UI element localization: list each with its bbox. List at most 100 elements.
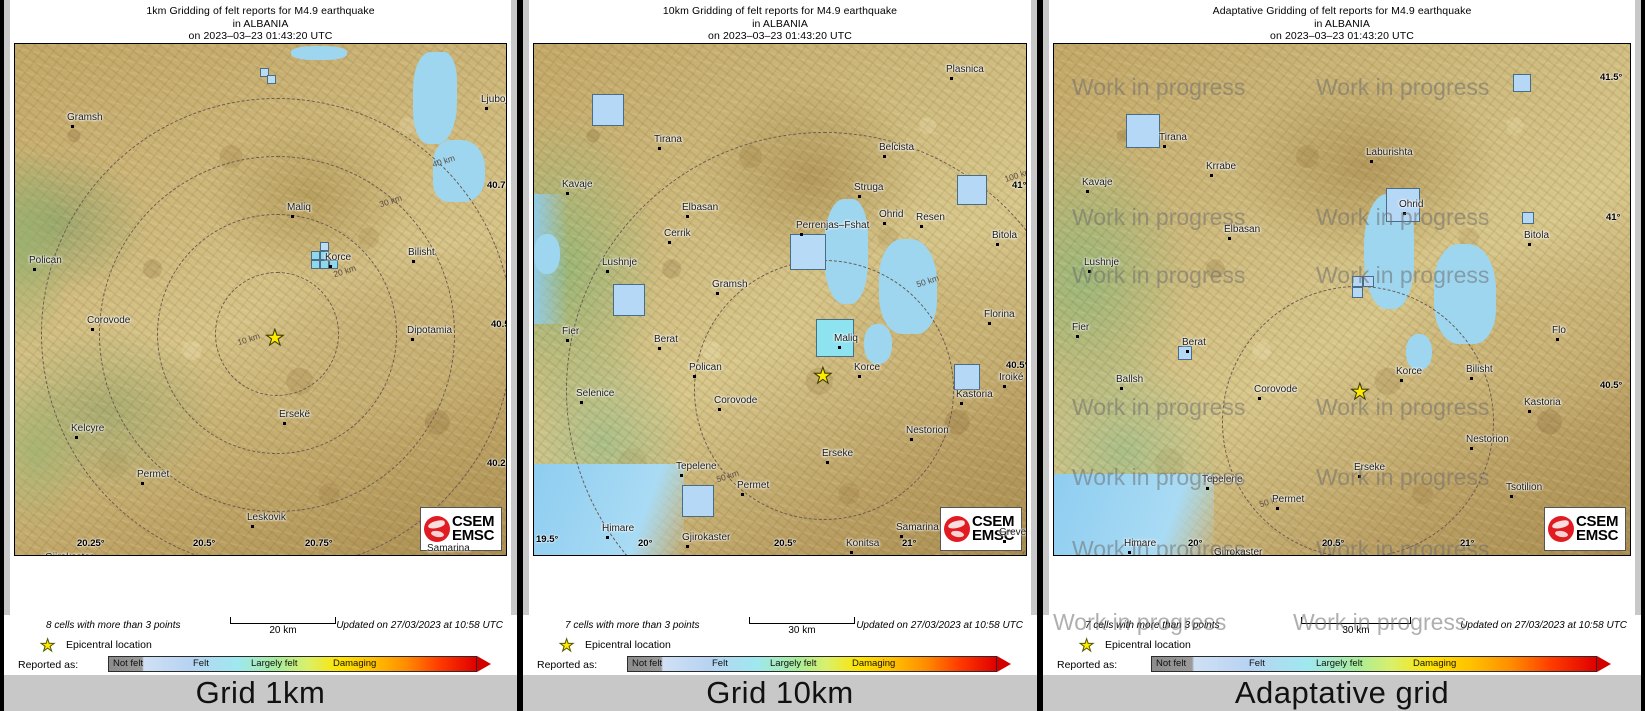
title-line-2: in ALBANIA (1314, 17, 1370, 30)
lon-tick-label: 20.5° (1322, 537, 1345, 549)
map-canvas[interactable]: 10 km 20 km 30 km 40 km ★ 40.75° 40.5° 4… (14, 42, 507, 556)
legend-stop-damaging: Damaging (852, 658, 896, 669)
title-line-3: on 2023–03–23 01:43:20 UTC (188, 30, 333, 42)
csem-emsc-logo: CSEM EMSC (420, 506, 502, 551)
city-label: Kavaje (1082, 176, 1113, 188)
report-cell[interactable] (816, 318, 854, 357)
csem-emsc-logo: CSEM EMSC (940, 506, 1022, 551)
title-line-3: on 2023–03–23 01:43:20 UTC (708, 30, 852, 42)
report-cell[interactable] (311, 250, 320, 260)
city-label: Berat (654, 333, 678, 345)
figure-title: 10km Gridding of felt reports for M4.9 e… (529, 0, 1031, 43)
city-label: Gjirokaster (45, 552, 93, 555)
report-cell[interactable] (790, 233, 826, 270)
report-cell[interactable] (1513, 73, 1531, 92)
city-marker-dot (1556, 337, 1559, 341)
figure-footer: 8 cells with more than 3 points 20 km Up… (4, 615, 517, 675)
legend-stop-felt: Felt (712, 658, 728, 669)
title-line-1: 1km Gridding of felt reports for M4.9 ea… (146, 5, 375, 17)
panel-caption: Grid 1km (4, 675, 517, 711)
city-label: Nestorion (906, 424, 949, 436)
epicenter-star: ★ (813, 362, 834, 388)
lat-tick-label: 40.25° (487, 457, 506, 469)
city-marker-dot (75, 435, 78, 439)
title-line-3: on 2023–03–23 01:43:20 UTC (1270, 30, 1414, 42)
report-cell[interactable] (957, 174, 987, 205)
distance-ring-50km (1222, 285, 1494, 555)
report-cell[interactable] (329, 259, 338, 269)
report-cell[interactable] (267, 74, 276, 84)
report-cell[interactable] (1363, 275, 1374, 287)
city-marker-dot (485, 106, 488, 110)
city-label: Polican (29, 254, 62, 266)
city-label: Kastoria (956, 388, 993, 400)
lon-tick-label: 21° (1460, 537, 1475, 549)
city-marker-dot (251, 524, 254, 528)
report-cell[interactable] (1352, 275, 1363, 287)
city-marker-dot (716, 291, 719, 295)
report-cell[interactable] (320, 259, 329, 269)
city-marker-dot (1120, 386, 1123, 390)
city-marker-dot (686, 214, 689, 218)
epicentral-location-label: Epicentral location (585, 639, 671, 651)
figure-footer: 7 cells with more than 3 points 30 km Up… (523, 615, 1037, 675)
city-label: Maliq (287, 201, 311, 213)
city-label: Belcista (879, 141, 915, 153)
city-marker-dot (1228, 236, 1231, 240)
report-cell[interactable] (1352, 286, 1363, 298)
report-cell[interactable] (311, 259, 320, 269)
map-canvas[interactable]: 50 km 100 km 50 km ★ 41° 40.5° 19.5° 20°… (533, 42, 1027, 556)
intensity-colorbar[interactable]: Not felt Felt Largely felt Damaging (627, 656, 1011, 672)
report-cell[interactable] (320, 241, 329, 251)
report-cell[interactable] (1386, 187, 1420, 222)
city-label: Tepelene (1202, 473, 1243, 485)
city-marker-dot (883, 221, 886, 225)
report-cell[interactable] (682, 484, 714, 517)
city-marker-dot (800, 232, 803, 236)
report-cell[interactable] (320, 250, 329, 260)
city-marker-dot (850, 550, 853, 554)
report-cell[interactable] (1178, 345, 1192, 360)
city-label: Ohrid (879, 208, 904, 220)
lon-tick-label: 20° (638, 537, 653, 549)
report-cell[interactable] (1126, 113, 1160, 148)
city-marker-dot (283, 421, 286, 425)
city-marker-dot (411, 337, 414, 341)
city-label: Corovode (87, 314, 131, 326)
city-marker-dot (291, 214, 294, 218)
city-label: Selenice (576, 387, 615, 399)
intensity-colorbar[interactable]: Not felt Felt Largely felt Damaging (108, 656, 491, 672)
city-label: Korce (1396, 365, 1423, 377)
city-label: Flo (1552, 324, 1566, 336)
city-label: Erseke (1354, 461, 1386, 473)
city-marker-dot (1528, 409, 1531, 413)
report-cell[interactable] (954, 363, 980, 390)
panel-caption-text: Grid 1km (195, 675, 326, 710)
report-cell[interactable] (613, 283, 645, 316)
city-marker-dot (1206, 486, 1209, 490)
cells-count-note: 7 cells with more than 3 points (1085, 620, 1220, 631)
city-label: Kelcyre (71, 422, 105, 434)
updated-timestamp: Updated on 27/03/2023 at 10:58 UTC (336, 620, 503, 631)
report-cell[interactable] (260, 67, 269, 77)
city-marker-dot (658, 146, 661, 150)
logo-line-1: CSEM (972, 512, 1015, 530)
logo-line-2: EMSC (452, 526, 495, 544)
lon-tick-label: 20.25° (77, 537, 105, 549)
legend-stop-not-felt: Not felt (113, 658, 144, 669)
map-canvas[interactable]: 50 km ★ 41.5° 41° 40.5° 20° 20.5° 21° (1053, 42, 1631, 556)
city-label: Kavaje (562, 178, 593, 190)
city-label: Korce (325, 251, 352, 263)
city-marker-dot (1400, 378, 1403, 382)
report-cell[interactable] (592, 93, 624, 126)
city-label: Plasnica (946, 63, 984, 75)
title-line-2: in ALBANIA (752, 17, 808, 30)
city-marker-dot (858, 374, 861, 378)
report-cell[interactable] (1522, 211, 1534, 224)
epicenter-star: ★ (265, 324, 286, 350)
distance-ring-40km (41, 97, 506, 555)
city-marker-dot (693, 374, 696, 378)
city-marker-dot (741, 492, 744, 496)
colorbar-arrow-icon (477, 656, 491, 672)
city-label: Berat (1182, 336, 1206, 348)
